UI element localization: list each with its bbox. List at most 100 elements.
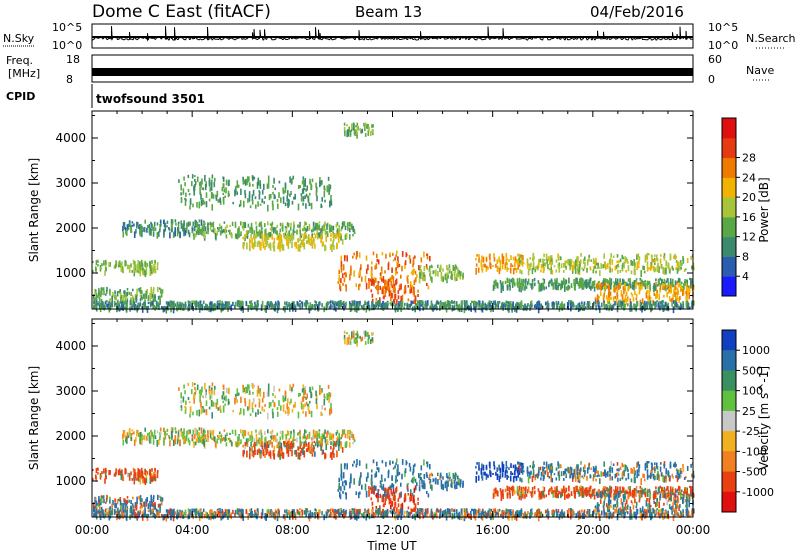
range-gate-cell (117, 469, 120, 473)
range-gate-cell (267, 412, 269, 420)
range-gate-cell (576, 467, 578, 470)
range-gate-cell (404, 285, 407, 288)
range-gate-cell (532, 261, 535, 268)
range-gate-cell (538, 467, 540, 473)
range-gate-cell (200, 232, 202, 235)
range-gate-cell (506, 266, 508, 272)
range-gate-cell (522, 255, 524, 260)
range-gate-cell (151, 228, 153, 231)
range-gate-cell (643, 304, 646, 312)
range-gate-cell (133, 477, 136, 485)
range-gate-cell (498, 300, 501, 304)
range-gate-cell (196, 410, 198, 416)
range-gate-cell (361, 305, 364, 310)
range-gate-cell (133, 301, 136, 305)
range-gate-cell (404, 262, 406, 269)
range-gate-cell (249, 240, 252, 243)
range-gate-cell (349, 429, 351, 435)
range-gate-cell (636, 267, 638, 271)
range-gate-cell (621, 301, 623, 309)
range-gate-cell (558, 266, 561, 273)
range-gate-cell (659, 283, 662, 287)
range-gate-cell (678, 261, 680, 266)
range-gate-cell (368, 281, 370, 289)
range-gate-cell (109, 506, 112, 510)
range-gate-cell (246, 450, 248, 458)
range-gate-cell (99, 498, 101, 506)
range-gate-cell (198, 304, 200, 308)
range-gate-cell (511, 306, 513, 313)
range-gate-cell (255, 429, 257, 433)
range-gate-cell (103, 304, 106, 310)
range-gate-cell (92, 469, 94, 472)
range-gate-cell (327, 301, 330, 305)
range-gate-cell (189, 198, 192, 206)
range-gate-cell (242, 444, 244, 448)
range-gate-cell (665, 270, 667, 275)
range-gate-cell (145, 290, 147, 297)
range-gate-cell (218, 406, 221, 411)
range-gate-cell (355, 491, 358, 496)
range-gate-cell (159, 503, 161, 510)
range-gate-cell (351, 434, 353, 438)
range-gate-cell (569, 471, 571, 479)
range-gate-cell (291, 408, 294, 413)
range-gate-cell (663, 278, 666, 285)
range-gate-cell (382, 303, 384, 309)
range-gate-cell (326, 223, 328, 230)
range-gate-cell (108, 301, 110, 307)
range-gate-cell (372, 459, 375, 464)
range-gate-cell (160, 306, 163, 309)
range-gate-cell (385, 461, 387, 467)
range-gate-cell (426, 303, 428, 309)
range-gate-cell (551, 466, 554, 473)
range-gate-cell (688, 292, 690, 300)
range-gate-cell (501, 253, 504, 257)
range-gate-cell (338, 230, 340, 235)
nsky-trace (92, 26, 693, 42)
range-gate-cell (278, 400, 280, 407)
range-gate-cell (381, 479, 383, 482)
range-gate-cell (656, 466, 659, 470)
range-gate-cell (662, 266, 664, 274)
range-gate-cell (248, 384, 250, 390)
range-gate-cell (416, 303, 418, 308)
range-gate-cell (93, 305, 95, 309)
range-gate-cell (242, 450, 244, 457)
range-gate-cell (131, 429, 134, 432)
range-gate-cell (353, 231, 356, 235)
range-gate-cell (244, 397, 246, 403)
range-gate-cell (387, 278, 390, 286)
range-gate-cell (271, 200, 274, 206)
range-gate-cell (615, 472, 618, 478)
range-gate-cell (431, 484, 433, 491)
range-gate-cell (384, 487, 387, 493)
range-gate-cell (476, 254, 478, 257)
range-gate-cell (234, 398, 236, 405)
range-gate-cell (619, 282, 622, 286)
range-gate-cell (555, 279, 558, 286)
range-gate-cell (284, 444, 286, 448)
range-gate-cell (112, 292, 114, 298)
range-gate-cell (278, 388, 281, 392)
range-gate-cell (614, 490, 616, 497)
range-gate-cell (211, 204, 213, 211)
range-gate-cell (247, 406, 249, 411)
range-gate-cell (96, 295, 99, 298)
range-gate-cell (547, 302, 550, 310)
range-gate-cell (301, 388, 304, 393)
range-gate-cell (685, 291, 687, 295)
range-gate-cell (189, 301, 191, 308)
range-gate-cell (180, 400, 182, 404)
range-gate-cell (332, 441, 335, 446)
range-gate-cell (316, 235, 319, 240)
range-gate-cell (177, 223, 180, 230)
range-gate-cell (630, 467, 632, 474)
range-gate-cell (453, 304, 456, 311)
range-gate-cell (427, 493, 430, 498)
range-gate-cell (564, 285, 566, 292)
plot-title: Dome C East (fitACF) (92, 2, 271, 22)
range-gate-cell (580, 467, 582, 472)
range-gate-cell (153, 269, 155, 273)
range-gate-cell (496, 467, 498, 472)
